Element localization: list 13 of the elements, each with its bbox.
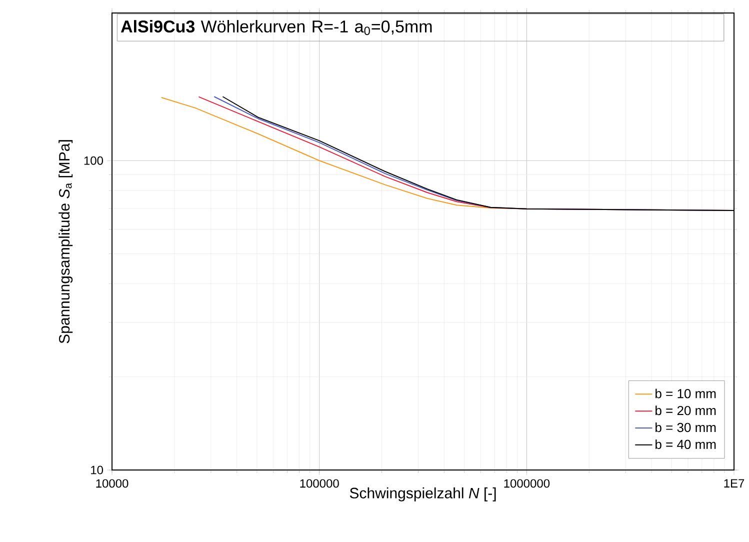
legend-label: b = 20 mm — [656, 406, 716, 416]
x-tick-label: 10000 — [96, 479, 128, 488]
chart-title: AlSi9Cu3 Wöhlerkurven R=-1 a$_{0}$=0,5mm — [120, 20, 432, 36]
x-tick-label: 1E7 — [724, 479, 744, 488]
x-tick-label: 1000000 — [504, 479, 550, 488]
x-axis-title: Schwingspielzahl N [-] — [350, 487, 496, 502]
legend-label: b = 10 mm — [656, 388, 716, 398]
y-tick-label: 100 — [84, 156, 104, 165]
y-axis-title: Spannungsamplitude S$_{a}$ [MPa] — [58, 140, 73, 344]
x-tick-label: 100000 — [300, 479, 339, 488]
legend-label: b = 40 mm — [656, 439, 716, 449]
y-tick-label: 10 — [91, 466, 104, 474]
legend-label: b = 30 mm — [656, 422, 716, 432]
